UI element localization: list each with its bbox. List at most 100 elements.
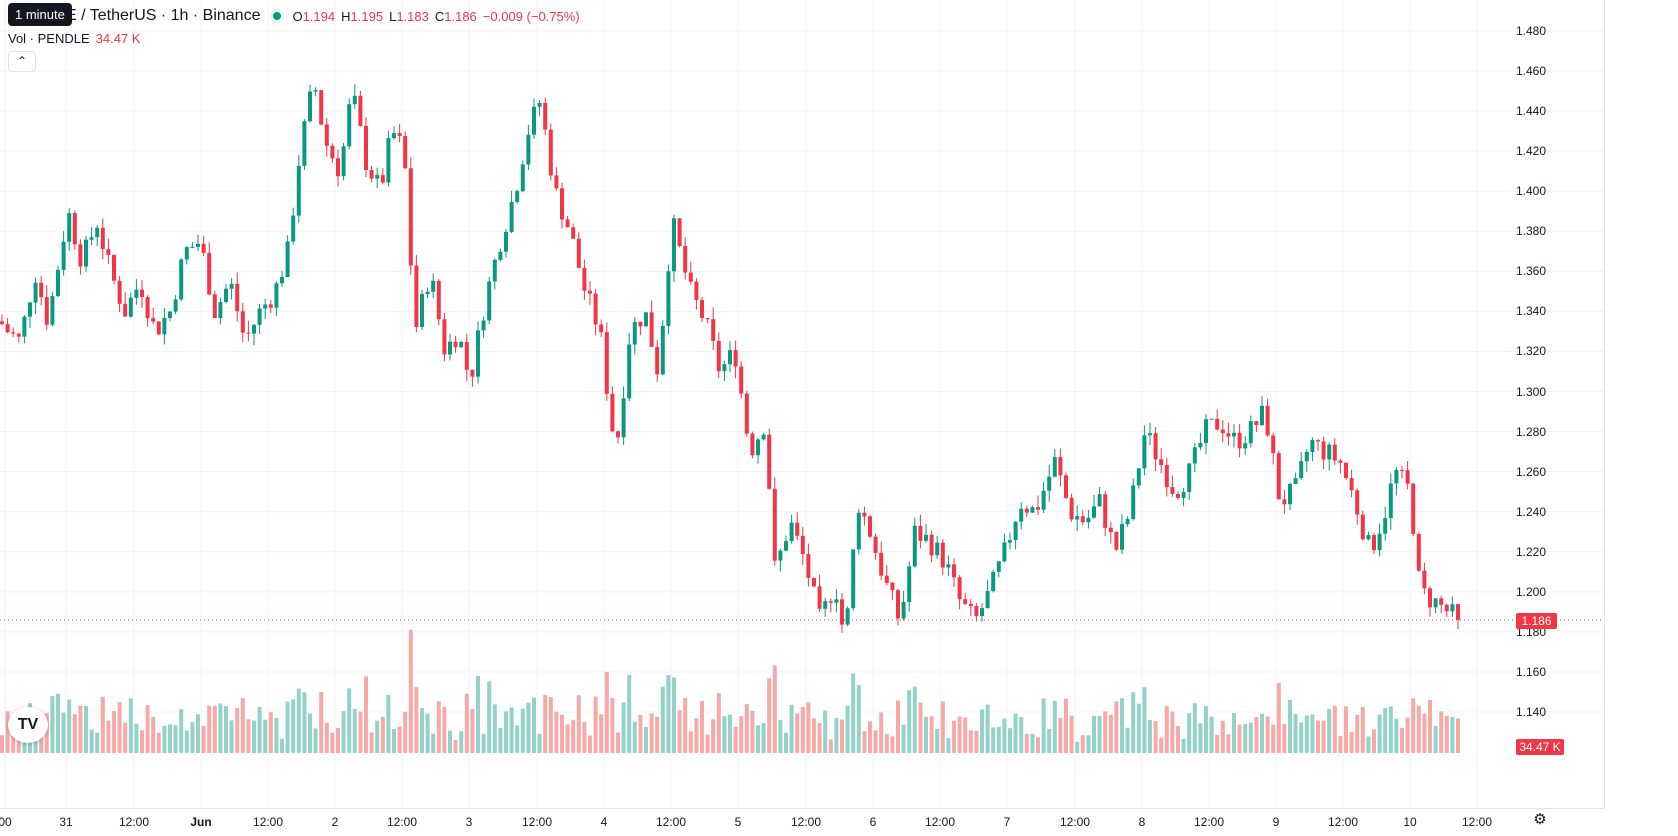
candle	[123, 303, 128, 317]
candle	[268, 304, 273, 308]
candle	[436, 280, 441, 320]
volume-bar	[1058, 718, 1063, 753]
time-axis-label: 8	[1138, 815, 1146, 829]
candle	[78, 244, 83, 267]
price-axis-label: 1.220	[1516, 544, 1547, 559]
volume-bar	[1355, 714, 1360, 753]
candle	[761, 434, 766, 440]
volume-bar	[929, 716, 934, 753]
candle	[918, 525, 923, 541]
volume-bar	[638, 714, 643, 753]
volume-bar	[5, 711, 10, 753]
candlestick-chart[interactable]	[0, 0, 1604, 808]
candle	[1450, 604, 1455, 612]
candle	[375, 175, 380, 179]
volume-bar	[280, 738, 284, 753]
volume-bar	[963, 717, 968, 753]
candle	[1176, 493, 1180, 498]
candle	[1036, 507, 1040, 510]
candle	[1248, 421, 1253, 444]
candle	[140, 289, 144, 298]
candle	[341, 146, 346, 177]
volume-bar	[520, 708, 525, 753]
candle	[744, 393, 749, 434]
volume-bar	[716, 693, 721, 753]
time-axis-label: 12:00	[386, 815, 418, 829]
candle	[683, 245, 688, 273]
volume-bar	[235, 707, 240, 753]
candle	[1338, 460, 1343, 463]
volume-bar	[733, 726, 738, 753]
volume-bar	[784, 732, 788, 753]
candle	[896, 590, 900, 619]
candle	[414, 265, 419, 328]
candle	[0, 321, 4, 325]
candle	[330, 145, 335, 159]
candle	[1103, 494, 1108, 528]
volume-bar	[1153, 721, 1158, 753]
price-axis[interactable]	[1604, 0, 1678, 808]
volume-bar	[436, 701, 441, 753]
candle	[1377, 533, 1382, 551]
volume-bar	[431, 733, 436, 753]
candle	[218, 302, 223, 319]
volume-bar	[296, 688, 301, 753]
candle	[946, 564, 951, 568]
volume-bar	[1428, 699, 1432, 753]
volume-bar	[1024, 733, 1029, 753]
volume-bar	[72, 714, 77, 753]
volume-bar	[576, 695, 581, 753]
volume-bar	[1405, 717, 1410, 753]
time-axis[interactable]	[0, 808, 1604, 836]
volume-bar	[268, 712, 273, 753]
volume-bar	[1372, 729, 1376, 753]
candle	[448, 341, 452, 355]
candle	[39, 282, 44, 298]
candle	[1226, 433, 1231, 437]
candle	[890, 582, 895, 591]
price-axis-label: 1.480	[1516, 24, 1547, 38]
volume-bar	[582, 722, 587, 753]
time-axis-label: 31	[59, 815, 73, 829]
legend-collapse-button[interactable]: ⌃	[8, 51, 36, 72]
candle	[476, 330, 480, 377]
candle	[1416, 533, 1421, 571]
volume-bar	[588, 735, 592, 753]
volume-bar	[1148, 720, 1152, 753]
volume-bar	[1338, 735, 1343, 753]
candle	[1304, 451, 1309, 462]
volume-bar	[974, 730, 979, 753]
volume-bar	[873, 730, 878, 753]
volume-bar	[1276, 683, 1281, 753]
candle	[1276, 453, 1281, 500]
candle	[1383, 518, 1388, 534]
tradingview-logo-icon[interactable]: TV	[8, 707, 48, 743]
candle	[336, 158, 340, 177]
candle	[991, 571, 996, 592]
symbol-title[interactable]: E / TetherUS · 1h · Binance	[66, 7, 261, 24]
price-axis-label: 1.160	[1516, 664, 1547, 679]
price-axis-label: 1.200	[1516, 584, 1547, 599]
settings-gear-icon[interactable]: ⚙	[1533, 811, 1547, 828]
candle	[1232, 432, 1236, 437]
volume-bar	[425, 713, 430, 753]
volume-bar	[884, 734, 889, 753]
volume-bar	[705, 734, 710, 753]
price-axis-label: 1.360	[1516, 264, 1547, 279]
volume-bar	[498, 727, 503, 753]
volume-bar	[616, 732, 620, 753]
candle	[957, 577, 962, 600]
volume-bar	[560, 714, 564, 753]
volume-bar	[918, 702, 923, 753]
volume-bar	[0, 735, 4, 753]
candle	[784, 541, 788, 551]
volume-bar	[935, 728, 940, 753]
volume-bar	[1013, 713, 1018, 753]
candle	[627, 344, 632, 399]
chart-pane[interactable]	[0, 0, 1604, 808]
candle	[1411, 483, 1416, 534]
candle	[358, 95, 363, 126]
candle	[481, 320, 486, 331]
volume-bar	[1444, 715, 1449, 753]
candle	[1097, 494, 1102, 507]
